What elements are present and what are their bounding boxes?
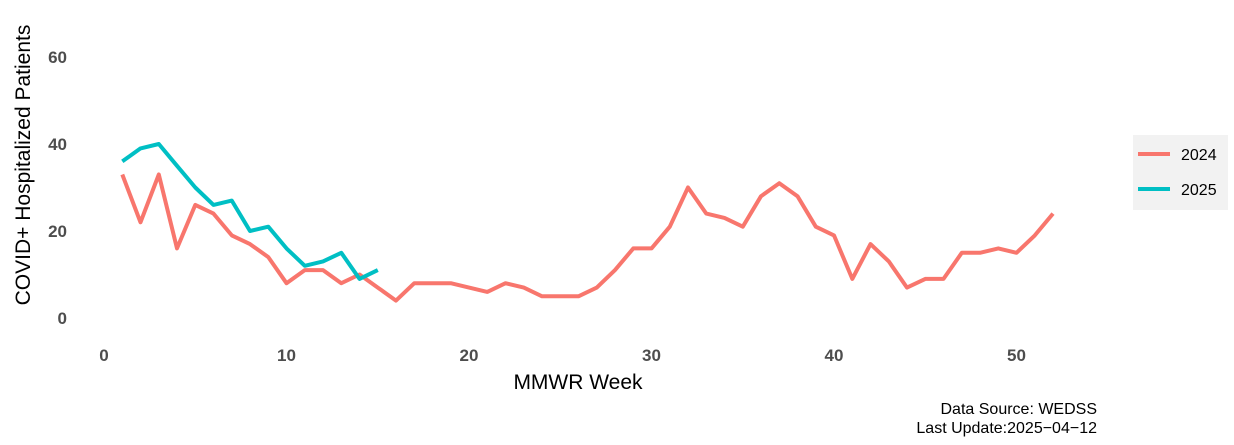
y-tick-label: 20 xyxy=(48,222,67,241)
x-tick-label: 20 xyxy=(460,346,479,365)
x-axis-ticks: 0 10 20 30 40 50 xyxy=(99,346,1026,365)
last-update-caption: Last Update:2025−04−12 xyxy=(916,420,1097,437)
y-tick-label: 40 xyxy=(48,135,67,154)
legend-label-2025: 2025 xyxy=(1181,182,1217,199)
y-axis-title: COVID+ Hospitalized Patients xyxy=(12,25,35,306)
data-source-caption: Data Source: WEDSS xyxy=(940,401,1098,418)
legend: 2024 2025 xyxy=(1133,135,1228,210)
x-tick-label: 30 xyxy=(642,346,661,365)
x-tick-label: 10 xyxy=(277,346,296,365)
legend-label-2024: 2024 xyxy=(1181,147,1217,164)
series-line-2025 xyxy=(121,142,379,281)
y-tick-label: 0 xyxy=(58,309,67,328)
legend-background xyxy=(1133,135,1228,210)
x-axis-title: MMWR Week xyxy=(513,371,643,394)
series-line-2024 xyxy=(120,172,1055,303)
x-tick-label: 40 xyxy=(825,346,844,365)
y-tick-label: 60 xyxy=(48,48,67,67)
x-tick-label: 50 xyxy=(1007,346,1026,365)
x-tick-label: 0 xyxy=(99,346,108,365)
plot-lines xyxy=(120,142,1055,303)
y-axis-ticks: 0 20 40 60 xyxy=(48,48,67,328)
